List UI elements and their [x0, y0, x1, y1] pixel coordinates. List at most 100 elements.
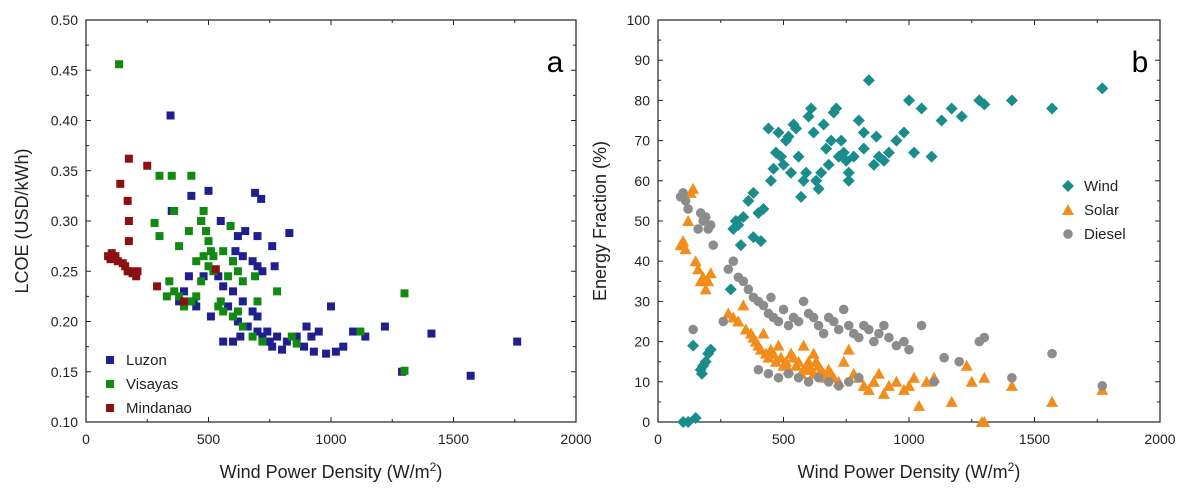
- data-point: [175, 242, 184, 251]
- data-point: [813, 372, 824, 383]
- x-tick-label: 1500: [438, 431, 469, 447]
- data-point: [723, 264, 734, 275]
- data-point: [309, 347, 318, 356]
- data-point: [689, 255, 702, 267]
- data-point: [708, 240, 719, 250]
- data-point: [795, 190, 808, 203]
- data-point: [773, 316, 784, 327]
- data-point: [823, 377, 834, 387]
- data-point: [805, 102, 818, 115]
- data-point: [800, 166, 813, 179]
- data-point: [165, 277, 174, 286]
- data-point: [920, 375, 933, 387]
- data-point: [265, 337, 274, 346]
- y-tick-label: 30: [634, 293, 650, 309]
- data-point: [143, 161, 152, 170]
- x-tick-label: 1000: [893, 431, 924, 447]
- x-tick-label: 1000: [315, 431, 346, 447]
- data-point: [251, 272, 260, 281]
- data-point: [180, 297, 188, 306]
- data-point: [253, 232, 262, 241]
- data-point: [787, 118, 800, 131]
- y-tick-label: 0: [642, 414, 650, 430]
- data-point: [204, 262, 213, 271]
- data-point: [258, 267, 267, 276]
- data-point: [874, 328, 884, 339]
- data-point: [778, 304, 789, 315]
- y-tick-label: 70: [634, 133, 650, 149]
- data-point: [211, 265, 220, 274]
- data-point: [700, 212, 711, 222]
- y-tick-label: 0.45: [51, 62, 78, 78]
- data-point: [356, 327, 365, 336]
- data-point: [121, 262, 130, 271]
- data-point: [766, 292, 776, 303]
- data-point: [693, 224, 703, 234]
- data-point: [734, 239, 747, 252]
- data-point: [864, 324, 874, 335]
- data-point: [915, 102, 928, 115]
- data-point: [879, 320, 889, 331]
- data-point: [837, 355, 850, 367]
- data-point: [380, 322, 389, 331]
- y-tick-label: 60: [634, 173, 650, 189]
- y-tick-label: 0.25: [51, 263, 78, 279]
- data-point: [214, 302, 223, 311]
- data-point: [695, 367, 708, 380]
- data-point: [978, 371, 991, 383]
- data-point: [219, 307, 228, 316]
- data-point: [978, 98, 991, 111]
- data-point: [704, 267, 717, 279]
- data-point: [238, 277, 247, 286]
- data-point: [258, 332, 267, 341]
- data-point: [737, 299, 750, 311]
- data-point: [199, 272, 208, 281]
- data-point: [268, 342, 277, 351]
- data-point: [780, 355, 793, 367]
- data-point: [815, 166, 828, 179]
- data-point: [513, 337, 522, 346]
- data-point: [292, 332, 301, 341]
- data-point: [872, 367, 885, 379]
- data-point: [757, 202, 770, 215]
- data-point: [184, 227, 193, 236]
- data-point: [833, 324, 844, 335]
- data-point: [187, 297, 196, 306]
- data-point: [869, 336, 879, 347]
- data-point: [891, 340, 902, 351]
- data-point: [155, 171, 164, 180]
- data-point: [758, 300, 769, 311]
- data-point: [238, 252, 247, 261]
- data-point: [300, 342, 309, 351]
- data-point: [236, 332, 245, 341]
- y-tick-label: 0.20: [51, 314, 78, 330]
- data-point: [792, 150, 805, 163]
- y-tick-label: 50: [634, 213, 650, 229]
- legend-marker: [106, 356, 114, 364]
- data-point: [273, 287, 282, 296]
- legend-marker: [1063, 229, 1073, 239]
- data-point: [705, 220, 716, 230]
- data-point: [743, 284, 754, 295]
- data-point: [793, 372, 804, 383]
- data-point: [427, 329, 436, 338]
- x-axis-label: Wind Power Density (W/m2): [220, 460, 443, 482]
- data-point: [702, 275, 715, 287]
- data-point: [807, 126, 820, 139]
- data-point: [216, 217, 225, 225]
- data-point: [852, 114, 865, 127]
- data-point: [808, 312, 819, 323]
- data-point: [248, 332, 257, 341]
- data-point: [904, 344, 914, 355]
- data-point: [965, 375, 978, 387]
- panel-b: 0 500 1000 1500 2000 0 10 20 30 40 50 60 70 80 90 100 Wi…: [590, 12, 1176, 482]
- data-point: [229, 312, 237, 321]
- data-point: [783, 320, 794, 331]
- data-point: [400, 366, 409, 375]
- legend-label: Mindanao: [126, 400, 192, 417]
- data-point: [822, 158, 835, 171]
- data-point: [890, 375, 903, 387]
- y-axis-label: LCOE (USD/kWh): [12, 148, 32, 293]
- data-point: [767, 162, 780, 175]
- data-point: [1047, 348, 1057, 359]
